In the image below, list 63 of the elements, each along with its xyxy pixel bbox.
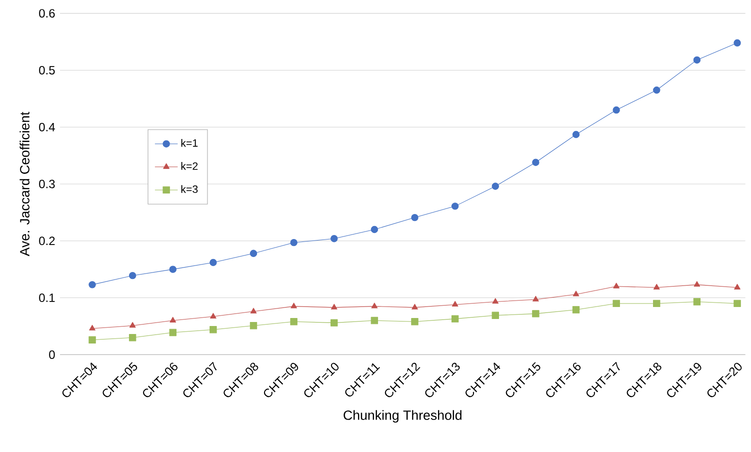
point — [452, 300, 458, 307]
point — [572, 290, 580, 296]
point — [693, 56, 701, 64]
point — [734, 39, 741, 47]
point — [210, 326, 217, 334]
point — [411, 318, 418, 326]
point — [411, 214, 418, 222]
point — [693, 298, 701, 306]
point — [290, 318, 298, 326]
point — [451, 202, 459, 210]
y-tick-label: 0 — [49, 350, 55, 359]
point — [612, 300, 620, 308]
point — [250, 250, 258, 257]
y-axis-title: Ave. Jaccard Ceofficient — [20, 112, 30, 256]
point — [412, 304, 418, 310]
point — [653, 284, 660, 290]
point — [128, 334, 136, 342]
point — [210, 258, 217, 266]
point — [290, 302, 297, 308]
y-tick-label: 0.5 — [39, 66, 55, 74]
point — [653, 300, 660, 308]
point — [451, 315, 459, 322]
point — [129, 322, 136, 328]
point — [492, 182, 499, 190]
point — [250, 322, 258, 330]
point — [88, 336, 96, 344]
point — [290, 238, 298, 246]
point — [532, 296, 539, 302]
point — [250, 308, 257, 314]
point — [170, 316, 176, 322]
point — [532, 310, 540, 318]
point — [370, 316, 378, 324]
point — [613, 282, 620, 288]
y-tick-label: 0.4 — [39, 122, 55, 132]
point — [532, 158, 540, 166]
point — [88, 281, 96, 288]
y-tick-label: 0.1 — [39, 294, 55, 302]
point — [330, 235, 338, 242]
point — [572, 130, 580, 138]
point — [169, 328, 176, 336]
point — [694, 281, 700, 287]
point — [734, 300, 741, 308]
y-tick-label: 0.3 — [39, 180, 55, 188]
y-tick-label: 0.6 — [39, 9, 55, 18]
point — [371, 302, 378, 308]
point — [169, 266, 176, 273]
point — [653, 86, 660, 94]
point — [612, 106, 620, 114]
point — [492, 298, 499, 304]
point — [210, 312, 216, 318]
point — [492, 312, 499, 320]
legend-label: k=1 — [181, 138, 198, 147]
point — [734, 284, 740, 290]
point — [572, 306, 580, 314]
legend-label: k=3 — [181, 185, 198, 193]
point — [330, 304, 338, 310]
point — [370, 226, 378, 234]
x-axis-title: Chunking Threshold — [344, 410, 462, 423]
y-tick-label: 0.2 — [39, 236, 55, 246]
legend-label: k=2 — [181, 162, 198, 170]
point — [89, 324, 96, 330]
point — [128, 272, 136, 280]
point — [330, 319, 338, 326]
